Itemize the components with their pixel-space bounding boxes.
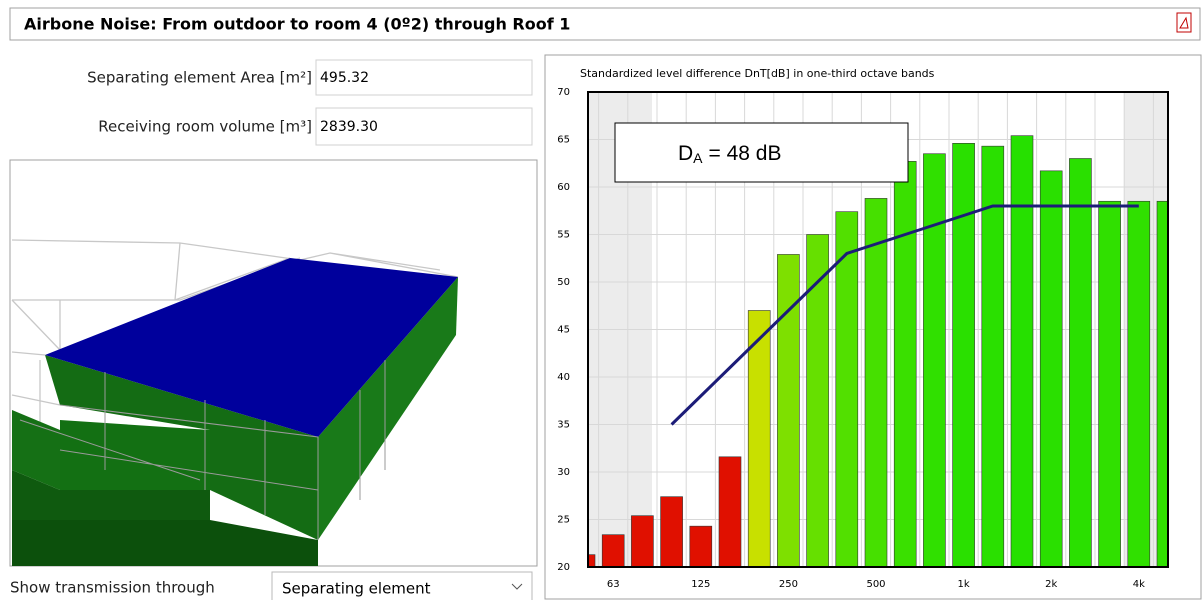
bar: [661, 497, 683, 567]
y-tick-label: 45: [557, 325, 570, 336]
bar: [953, 143, 975, 567]
page: Airbone Noise: From outdoor to room 4 (0…: [0, 0, 1202, 600]
model-view[interactable]: [10, 160, 537, 566]
bar: [748, 311, 770, 568]
dropdown-value[interactable]: Separating element: [282, 580, 431, 598]
transmission-label: Show transmission through: [10, 579, 215, 597]
x-tick-label: 63: [607, 579, 620, 590]
annotation: DA = 48 dB: [615, 123, 908, 182]
bar: [1099, 201, 1121, 567]
y-tick-label: 55: [557, 230, 570, 241]
bar: [719, 457, 741, 567]
window: Airbone Noise: From outdoor to room 4 (0…: [0, 0, 1202, 600]
pdf-icon[interactable]: [1177, 13, 1191, 32]
field-value[interactable]: 495.32: [320, 70, 369, 86]
x-tick-label: 4k: [1133, 579, 1145, 590]
x-tick-label: 2k: [1045, 579, 1057, 590]
y-tick-label: 20: [557, 562, 570, 573]
y-tick-label: 70: [557, 87, 570, 98]
x-tick-label: 1k: [958, 579, 970, 590]
bar: [894, 161, 916, 567]
bar: [1069, 159, 1091, 568]
chart-title: Standardized level difference DnT[dB] in…: [580, 67, 935, 80]
y-tick-label: 35: [557, 420, 570, 431]
bar: [1040, 171, 1062, 567]
y-tick-label: 25: [557, 515, 570, 526]
field-label: Separating element Area [m²]: [87, 69, 312, 87]
bar: [631, 516, 653, 567]
bar: [1128, 201, 1150, 567]
field-label: Receiving room volume [m³]: [98, 118, 312, 136]
bar: [923, 154, 945, 567]
x-tick-label: 250: [779, 579, 798, 590]
x-tick-label: 125: [691, 579, 710, 590]
field-value[interactable]: 2839.30: [320, 119, 378, 135]
bar: [865, 198, 887, 567]
bar: [690, 526, 712, 567]
annotation-value: = 48 dB: [709, 142, 782, 165]
annotation-subscript: A: [693, 150, 703, 166]
y-tick-label: 50: [557, 277, 570, 288]
y-tick-label: 40: [557, 372, 570, 383]
bar: [836, 212, 858, 567]
bar: [602, 535, 624, 567]
bar: [1011, 136, 1033, 567]
bar: [807, 235, 829, 568]
annotation-symbol: D: [678, 142, 693, 165]
y-tick-label: 60: [557, 182, 570, 193]
y-tick-label: 30: [557, 467, 570, 478]
y-tick-label: 65: [557, 135, 570, 146]
x-tick-label: 500: [866, 579, 885, 590]
header-title: Airbone Noise: From outdoor to room 4 (0…: [24, 15, 570, 34]
